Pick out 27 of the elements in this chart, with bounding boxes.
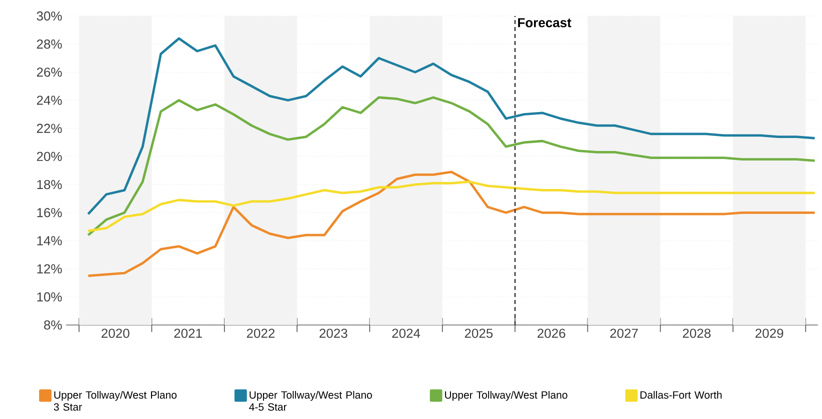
y-tick-label: 30% (36, 11, 62, 21)
y-tick-label: 16% (37, 208, 62, 218)
y-tick-label: 22% (36, 124, 62, 133)
x-tick-label: 2024 (392, 328, 420, 338)
legend-label: Upper Tollway/West Plano 3 Star (54, 390, 177, 411)
legend-label: Upper Tollway/West Plano 4-5 Star (249, 390, 372, 411)
y-tick-label: 18% (37, 180, 62, 190)
y-tick-label: 28% (36, 39, 62, 49)
x-tick-label: 2023 (320, 328, 348, 338)
legend-label: Upper Tollway/West Plano (445, 390, 568, 401)
y-tick-label: 8% (44, 320, 62, 330)
x-tick-label: 2020 (102, 328, 130, 338)
y-tick-label: 26% (36, 68, 62, 77)
y-tick-label: 10% (37, 292, 62, 302)
x-tick-label: 2027 (610, 328, 638, 338)
y-tick-label: 12% (37, 264, 62, 274)
x-tick-label: 2029 (756, 328, 784, 338)
ref-line-label: Forecast (518, 18, 572, 28)
x-tick-label: 2028 (682, 328, 711, 338)
legend-label: Dallas-Fort Worth (640, 390, 722, 399)
x-tick-label: 2026 (538, 328, 566, 338)
y-tick-label: 24% (36, 96, 62, 105)
y-tick-label: 14% (37, 236, 62, 246)
x-tick-label: 2021 (174, 328, 202, 338)
y-tick-label: 20% (36, 152, 62, 162)
x-tick-label: 2022 (246, 328, 275, 338)
x-tick-label: 2025 (464, 328, 493, 338)
